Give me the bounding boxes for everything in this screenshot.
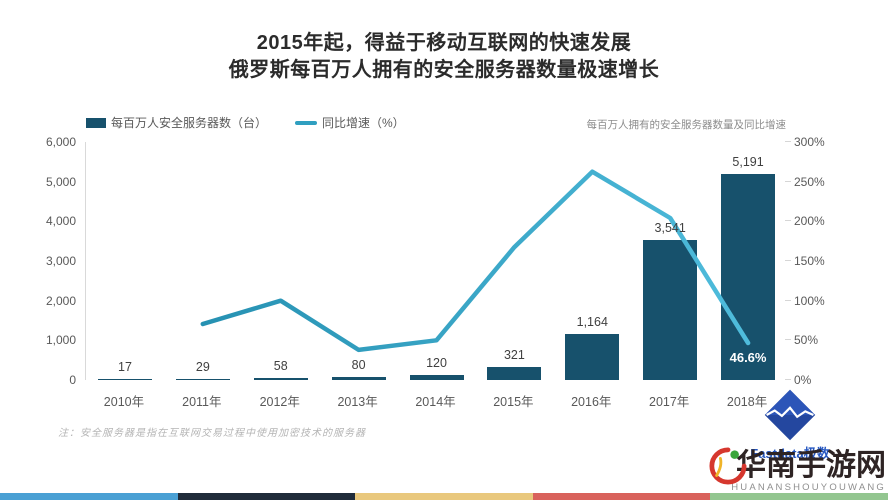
- y-axis-left: 0 1,000 2,000 3,000 4,000 5,000 6,000: [0, 135, 76, 387]
- footer-color-strip: [0, 493, 888, 500]
- y-axis-right-label: 50%: [794, 333, 819, 348]
- bar-value-label: 3,541: [654, 220, 686, 235]
- right-axis-tick: [785, 299, 791, 301]
- page-title-line2: 俄罗斯每百万人拥有的安全服务器数量极速增长: [228, 59, 660, 81]
- y-axis-left-label: 1,000: [45, 333, 76, 348]
- footer-strip-segment: [0, 493, 178, 500]
- y-axis-right-label: 250%: [794, 174, 825, 189]
- bar-2017年: [643, 239, 698, 380]
- legend: 每百万人安全服务器数（台） 同比增速（%）: [86, 114, 405, 131]
- y-axis-left-label: 5,000: [45, 174, 76, 189]
- bar-2011年: [175, 378, 230, 380]
- bar-2012年: [253, 377, 308, 380]
- x-axis-label: 2010年: [103, 395, 145, 409]
- bar-2015年: [487, 367, 542, 380]
- right-axis-tick: [785, 260, 791, 261]
- chart-subtitle: 每百万人拥有的安全服务器数量及同比增速: [586, 119, 787, 131]
- right-axis-tick: [785, 180, 791, 182]
- bar-2018年: [721, 174, 776, 380]
- y-axis-left-label: 3,000: [45, 254, 76, 268]
- legend-label-growth: 同比增速（%）: [322, 116, 405, 130]
- bar-value-label: 1,164: [576, 314, 608, 329]
- bar-2014年: [409, 375, 464, 380]
- growth-line: [200, 169, 751, 353]
- y-axis-right: 0% 50% 100% 150% 200% 250% 300%: [794, 135, 884, 387]
- bar-value-label: 29: [195, 359, 210, 374]
- right-axis-tick: [785, 220, 791, 222]
- bar-2013年: [331, 376, 386, 380]
- y-axis-right-label: 300%: [794, 135, 825, 149]
- bar-value-label: 58: [273, 358, 288, 373]
- bar-value-label: 17: [118, 360, 132, 374]
- y-axis-right-label: 0%: [794, 373, 812, 387]
- plot-area: 17 29 58 80 120 321 1,164 3,541 5,191 46.6%: [85, 141, 791, 380]
- y-axis-left-label: 6,000: [45, 135, 76, 149]
- fastdata-logo-text: Fastdata极数: [750, 446, 830, 461]
- right-axis-tick: [785, 339, 791, 341]
- bar-value-label: 120: [426, 356, 447, 371]
- page-title-line1: 2015年起，得益于移动互联网的快速发展: [256, 32, 632, 54]
- footnote: 注：安全服务器是指在互联网交易过程中使用加密技术的服务器: [58, 428, 366, 439]
- fastdata-logo: Fastdata极数: [742, 388, 838, 462]
- y-axis-left-label: 0: [69, 373, 76, 387]
- right-axis-tick: [785, 141, 791, 142]
- footer-strip-segment: [355, 493, 533, 500]
- bar-value-label: 5,191: [732, 155, 764, 170]
- legend-item-servers: 每百万人安全服务器数（台）: [86, 114, 267, 131]
- bar-series-swatch-icon: [86, 117, 106, 128]
- x-axis-label: 2016年: [571, 395, 612, 409]
- legend-item-growth: 同比增速（%）: [295, 114, 405, 131]
- legend-label-servers: 每百万人安全服务器数（台）: [111, 116, 268, 130]
- footer-strip-segment: [710, 493, 888, 500]
- y-axis-left-label: 2,000: [45, 293, 76, 308]
- bar-2010年: [97, 379, 152, 380]
- x-axis-label: 2017年: [649, 395, 690, 409]
- watermark: 华南手游网 HUANANSHOUYOUWANG: [709, 447, 886, 493]
- page-title: 2015年起，得益于移动互联网的快速发展 俄罗斯每百万人拥有的安全服务器数量极速…: [0, 30, 888, 84]
- watermark-logo-icon: [709, 447, 747, 485]
- watermark-subtext: HUANANSHOUYOUWANG: [731, 482, 886, 493]
- footer-strip-segment: [177, 493, 356, 500]
- right-axis-tick: [785, 379, 791, 380]
- bar-value-label: 80: [351, 357, 366, 372]
- y-axis-right-label: 100%: [794, 293, 825, 308]
- footer-strip-segment: [532, 493, 711, 500]
- watermark-text: 华南手游网: [736, 449, 886, 482]
- x-axis: 2010年 2011年 2012年 2013年 2014年 2015年 2016年 2017年…: [85, 391, 786, 409]
- bar-value-label: 321: [503, 348, 525, 363]
- x-axis-label: 2015年: [493, 395, 534, 409]
- bar-2016年: [565, 333, 620, 380]
- x-axis-label: 2011年: [182, 395, 222, 409]
- x-axis-label: 2014年: [415, 395, 456, 409]
- line-point-label: 46.6%: [729, 350, 767, 366]
- x-axis-label: 2013年: [337, 395, 378, 409]
- x-axis-label: 2012年: [259, 395, 300, 409]
- fastdata-diamond-icon: [764, 389, 816, 441]
- y-axis-right-label: 150%: [794, 254, 825, 268]
- y-axis-left-label: 4,000: [45, 214, 76, 229]
- y-axis-right-label: 200%: [794, 214, 825, 229]
- line-series-swatch-icon: [295, 120, 318, 125]
- x-axis-label: 2018年: [726, 395, 768, 409]
